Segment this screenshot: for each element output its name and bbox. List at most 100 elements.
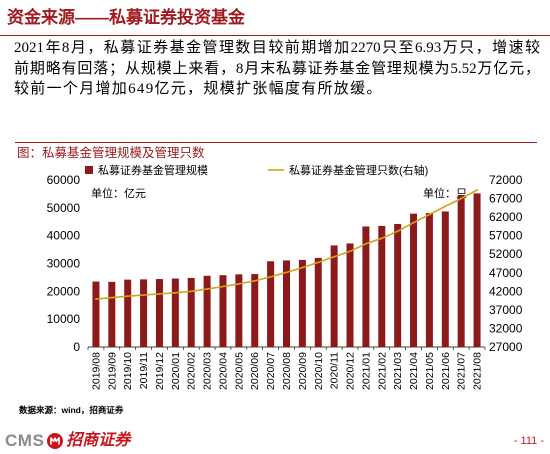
paragraph-line: 前期略有回落；从规模上来看，8月末私募证券基金管理规模为5.52万亿元， <box>14 60 540 77</box>
bar-2020-06 <box>251 274 259 347</box>
line-point-2020-09 <box>301 266 304 269</box>
bar-2020-01 <box>171 278 179 347</box>
line-point-2020-10 <box>317 261 320 264</box>
bar-2021-03 <box>394 223 402 347</box>
legend: 私募证券基金管理规模 私募证券基金管理只数(右轴) <box>85 163 428 177</box>
line-point-2021-08 <box>476 189 478 191</box>
y-right-tick-label: 37000 <box>489 303 523 317</box>
legend-swatch-bar <box>85 166 93 174</box>
x-tick-label: 2021/01 <box>360 352 372 390</box>
x-tick-label: 2020/08 <box>281 352 293 390</box>
line-point-2020-05 <box>237 283 240 285</box>
line-point-2020-01 <box>174 291 177 294</box>
line-point-2021-02 <box>380 237 383 240</box>
y-left-tick-label: 50000 <box>47 201 81 215</box>
title-divider <box>0 35 550 36</box>
bar-2020-07 <box>267 261 275 347</box>
paragraph-line: 较前一个月增加649亿元，规模扩张幅度有所放缓。 <box>14 81 383 97</box>
y-left-tick-label: 30000 <box>47 257 81 271</box>
x-tick-label: 2021/08 <box>472 352 484 390</box>
bar-2021-04 <box>410 213 418 347</box>
x-tick-label: 2020/11 <box>329 352 341 389</box>
bar-2019-12 <box>155 279 163 347</box>
line-point-2020-12 <box>349 250 351 253</box>
x-tick-label: 2021/02 <box>376 352 388 390</box>
line-point-2021-05 <box>428 213 431 216</box>
line-point-2019-12 <box>158 293 161 295</box>
line-point-2019-11 <box>142 294 145 296</box>
line-point-2021-03 <box>396 230 399 233</box>
bar-2021-07 <box>457 195 465 347</box>
bar-2019-08 <box>92 281 100 347</box>
bar-2019-11 <box>140 279 148 347</box>
line-point-2020-06 <box>253 280 256 282</box>
y-right-tick-label: 52000 <box>489 247 523 261</box>
paragraph-line: 2021年8月，私募证券基金管理数目较前期增加2270只至6.93万只，增速较 <box>14 40 540 56</box>
y-right-tick-label: 72000 <box>489 173 523 187</box>
x-tick-label: 2021/05 <box>424 352 436 390</box>
page-number: - 111 - <box>513 435 544 447</box>
combo-chart: 私募证券基金管理规模 私募证券基金管理只数(右轴) 单位：亿元 单位：只 0 10… <box>47 163 523 390</box>
x-tick-label: 2020/03 <box>202 352 214 390</box>
line-point-2019-10 <box>126 295 129 298</box>
figure-top-divider <box>15 142 537 143</box>
x-tick-label: 2020/05 <box>233 352 245 390</box>
x-tick-label: 2019/08 <box>90 352 102 390</box>
figure-caption: 图：私募基金管理规模及管理只数 <box>17 146 205 160</box>
x-tick-label: 2020/01 <box>170 352 182 390</box>
bar-2021-06 <box>441 211 449 347</box>
x-tick-label: 2021/07 <box>456 352 468 390</box>
line-point-2021-06 <box>444 205 447 208</box>
bar-2020-04 <box>219 275 227 347</box>
x-tick-label: 2021/04 <box>408 352 420 390</box>
bar-2021-08 <box>473 193 481 347</box>
line-point-2021-01 <box>365 242 367 245</box>
bar-2021-05 <box>425 213 433 347</box>
x-tick-label: 2020/06 <box>249 352 261 390</box>
bar-2020-02 <box>187 277 195 347</box>
x-tick-label: 2019/11 <box>138 352 150 389</box>
bar-2020-05 <box>235 274 243 347</box>
left-axis-unit-label: 单位：亿元 <box>91 186 146 200</box>
y-left-tick-label: 60000 <box>47 173 81 187</box>
bar-2020-09 <box>298 259 306 347</box>
line-point-2020-07 <box>269 275 272 278</box>
y-left-tick-label: 0 <box>73 340 80 354</box>
line-point-2020-03 <box>206 288 209 291</box>
y-right-tick-label: 67000 <box>489 192 523 206</box>
y-left-tick-label: 10000 <box>47 312 81 326</box>
bar-2019-10 <box>124 279 132 347</box>
legend-label-line: 私募证券基金管理只数(右轴) <box>289 163 428 177</box>
x-tick-label: 2020/02 <box>186 352 198 390</box>
line-point-2019-09 <box>110 296 113 299</box>
line-point-2020-08 <box>285 271 288 274</box>
bar-2020-10 <box>314 257 322 347</box>
y-right-tick-label: 47000 <box>489 266 523 280</box>
data-source-note: 数据来源：wind，招商证券 <box>19 405 124 415</box>
line-point-2020-11 <box>333 255 336 258</box>
y-right-tick-label: 32000 <box>489 321 523 335</box>
cms-logo: CMS 招商证券 <box>5 431 130 451</box>
bar-2021-01 <box>362 226 370 347</box>
x-tick-label: 2019/12 <box>154 352 166 390</box>
y-left-tick-label: 40000 <box>47 229 81 243</box>
x-tick-label: 2020/04 <box>217 352 229 390</box>
line-point-2021-04 <box>412 221 415 224</box>
y-right-tick-label: 27000 <box>489 340 523 354</box>
bar-2020-03 <box>203 275 211 347</box>
x-tick-label: 2020/07 <box>265 352 277 390</box>
x-tick-label: 2020/09 <box>297 352 309 390</box>
summary-paragraph: 2021年8月，私募证券基金管理数目较前期增加2270只至6.93万只，增速较 … <box>14 38 540 100</box>
bar-2021-02 <box>378 225 386 347</box>
bar-2020-11 <box>330 245 338 347</box>
y-right-tick-label: 62000 <box>489 210 523 224</box>
x-tick-label: 2019/10 <box>122 352 134 390</box>
y-right-tick-label: 42000 <box>489 284 523 298</box>
cms-emblem-icon <box>47 433 64 449</box>
bar-2020-12 <box>346 243 354 347</box>
y-left-tick-label: 20000 <box>47 284 81 298</box>
y-right-tick-label: 57000 <box>489 229 523 243</box>
x-tick-label: 2020/12 <box>345 352 357 390</box>
x-tick-label: 2021/03 <box>392 352 404 390</box>
